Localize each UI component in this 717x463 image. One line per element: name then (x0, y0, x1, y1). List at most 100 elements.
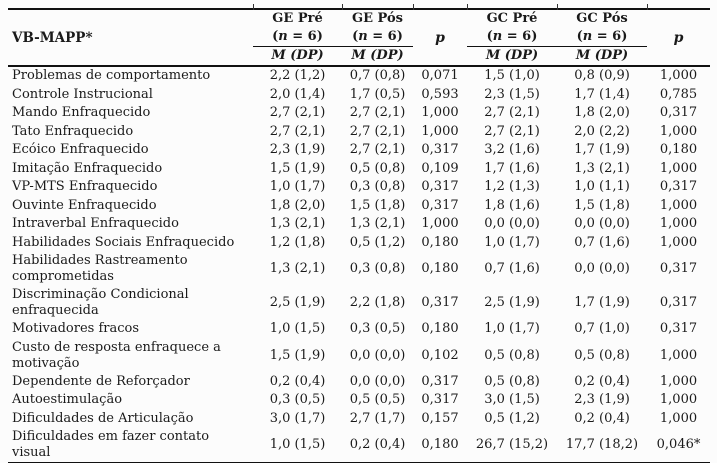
table-row: Ouvinte Enfraquecido 1,8 (2,0) 1,5 (1,8)… (8, 197, 710, 216)
cell-gc-pre: 1,5 (1,0) (467, 65, 557, 86)
cell-gc-pos: 1,3 (2,1) (574, 160, 630, 176)
vbmapp-results-table-wrap: VB-MAPP* GE Pré GE Pós p GC Pré GC Pós p… (8, 4, 710, 463)
mdp-label-ge-pre: M (DP) (271, 48, 324, 63)
cell-ge-pos: 0,3 (0,5) (349, 321, 406, 336)
cell-p-ge: 0,317 (421, 295, 459, 311)
cell-p-ge: 0,317 (421, 392, 459, 407)
table-row: Motivadores fracos 1,0 (1,5) 0,3 (0,5) 0… (8, 320, 710, 339)
cell-ge-pos: 2,7 (1,7) (349, 410, 406, 426)
cell-p-gc: 1,000 (659, 197, 698, 213)
cell-gc-pos: 1,7 (1,4) (574, 86, 630, 102)
table-row: Tato Enfraquecido 2,7 (2,1) 2,7 (2,1) 1,… (8, 123, 710, 142)
cell-p-gc: 1,000 (659, 347, 698, 363)
table-body: Problemas de comportamento 2,2 (1,2) 0,7… (8, 65, 710, 463)
row-label: Imitação Enfraquecido (12, 160, 163, 176)
table-row: Autoestimulação 0,3 (0,5) 0,5 (0,5) 0,31… (8, 391, 710, 410)
cell-ge-pos: 2,7 (2,1) (349, 123, 406, 139)
cell-p-gc: 0,317 (659, 295, 698, 311)
cell-gc-pos: 0,5 (0,8) (574, 347, 630, 363)
cell-ge-pos: 2,7 (2,1) (349, 142, 406, 157)
cell-p-gc: 1,000 (659, 216, 698, 231)
cell-ge-pre: 1,3 (2,1) (269, 216, 326, 231)
cell-ge-pos: 0,7 (0,8) (342, 65, 413, 86)
cell-p-gc: 1,000 (659, 373, 698, 389)
table-row: Discriminação Condicional enfraquecida 2… (8, 286, 710, 320)
column-header-ge-pos: GE Pós (352, 11, 403, 26)
cell-ge-pre: 2,2 (1,2) (253, 65, 342, 86)
cell-gc-pre: 1,8 (1,6) (484, 197, 540, 213)
cell-gc-pre: 1,7 (1,6) (484, 160, 540, 176)
cell-ge-pre: 1,5 (1,9) (269, 160, 326, 176)
row-label: Discriminação Condicional enfraquecida (12, 287, 189, 318)
cell-gc-pre: 26,7 (15,2) (475, 437, 549, 453)
row-label: Custo de resposta enfraquece a motivação (12, 339, 221, 371)
cell-ge-pos: 0,0 (0,0) (349, 347, 406, 363)
cell-ge-pre: 0,3 (0,5) (269, 392, 326, 407)
row-label: Ouvinte Enfraquecido (12, 197, 157, 213)
cell-gc-pre: 0,7 (1,6) (484, 261, 540, 277)
cell-gc-pre: 3,2 (1,6) (484, 142, 540, 157)
column-tick (342, 4, 343, 10)
row-label: VP-MTS Enfraquecido (12, 179, 158, 194)
cell-gc-pos: 0,0 (0,0) (574, 261, 630, 277)
cell-ge-pre: 1,3 (2,1) (269, 261, 326, 277)
cell-p-ge: 0,593 (421, 86, 459, 102)
cell-p-ge: 0,317 (421, 197, 459, 213)
cell-ge-pos: 2,2 (1,8) (349, 295, 406, 311)
row-label: Tato Enfraquecido (12, 123, 134, 139)
cell-gc-pre: 3,0 (1,5) (484, 392, 540, 407)
cell-gc-pos: 0,2 (0,4) (574, 373, 630, 389)
cell-ge-pre: 1,8 (2,0) (269, 197, 326, 213)
cell-p-gc: 1,000 (659, 234, 698, 250)
cell-ge-pos: 2,7 (2,1) (349, 105, 406, 120)
cell-p-gc: 0,180 (659, 142, 698, 157)
column-header-p-ge: p (435, 29, 445, 46)
cell-ge-pos: 0,5 (0,5) (349, 392, 406, 407)
cell-gc-pos: 0,7 (1,0) (574, 321, 630, 336)
table-header: VB-MAPP* GE Pré GE Pós p GC Pré GC Pós p… (8, 9, 710, 66)
column-header-ge-pre: GE Pré (272, 11, 323, 26)
cell-gc-pos: 1,0 (1,1) (574, 179, 630, 194)
cell-gc-pos: 2,0 (2,2) (574, 123, 630, 139)
table-row: Mando Enfraquecido 2,7 (2,1) 2,7 (2,1) 1… (8, 104, 710, 123)
cell-p-ge: 0,317 (421, 179, 459, 194)
column-tick (557, 4, 558, 10)
cell-gc-pos: 1,8 (2,0) (574, 105, 630, 120)
cell-p-ge: 0,317 (421, 373, 459, 389)
cell-p-ge: 1,000 (421, 216, 459, 231)
cell-p-gc: 0,046* (656, 437, 701, 453)
table-row: Habilidades Rastreamento comprometidas 1… (8, 252, 710, 286)
cell-p-ge: 1,000 (421, 123, 459, 139)
row-label: Controle Instrucional (12, 86, 153, 102)
table-row: Problemas de comportamento 2,2 (1,2) 0,7… (8, 65, 710, 86)
column-header-vbmapp: VB-MAPP* (12, 29, 93, 46)
column-tick (413, 4, 414, 10)
cell-ge-pre: 2,5 (1,9) (269, 295, 326, 311)
cell-gc-pre: 1,2 (1,3) (484, 179, 540, 194)
table-row: Dificuldades de Articulação 3,0 (1,7) 2,… (8, 410, 710, 429)
cell-gc-pre: 2,7 (2,1) (484, 105, 540, 120)
row-label: Intraverbal Enfraquecido (12, 216, 179, 231)
cell-ge-pre: 1,0 (1,7) (269, 179, 326, 194)
cell-p-ge: 0,180 (421, 437, 459, 453)
cell-p-ge: 0,317 (421, 142, 459, 157)
cell-p-gc: 0,317 (659, 261, 698, 277)
cell-gc-pos: 0,0 (0,0) (574, 216, 630, 231)
cell-p-ge: 0,180 (421, 261, 459, 277)
cell-p-ge: 1,000 (421, 105, 459, 120)
cell-gc-pos: 0,7 (1,6) (574, 234, 630, 250)
cell-gc-pre: 0,0 (0,0) (484, 216, 540, 231)
cell-p-gc: 0,317 (659, 179, 698, 194)
cell-gc-pre: 2,7 (2,1) (484, 123, 540, 139)
cell-p-gc: 1,000 (659, 123, 698, 139)
cell-gc-pre: 0,5 (1,2) (484, 410, 540, 426)
row-label: Mando Enfraquecido (12, 105, 151, 120)
vbmapp-results-table: VB-MAPP* GE Pré GE Pós p GC Pré GC Pós p… (8, 8, 710, 463)
row-label: Dependente de Reforçador (12, 373, 190, 389)
column-header-gc-pos: GC Pós (576, 11, 628, 26)
cell-ge-pre: 1,0 (1,5) (269, 321, 326, 336)
cell-gc-pre: 2,3 (1,5) (484, 86, 540, 102)
cell-ge-pos: 0,2 (0,4) (349, 437, 406, 453)
cell-ge-pre: 2,0 (1,4) (269, 86, 326, 102)
cell-gc-pos: 0,8 (0,9) (557, 65, 647, 86)
